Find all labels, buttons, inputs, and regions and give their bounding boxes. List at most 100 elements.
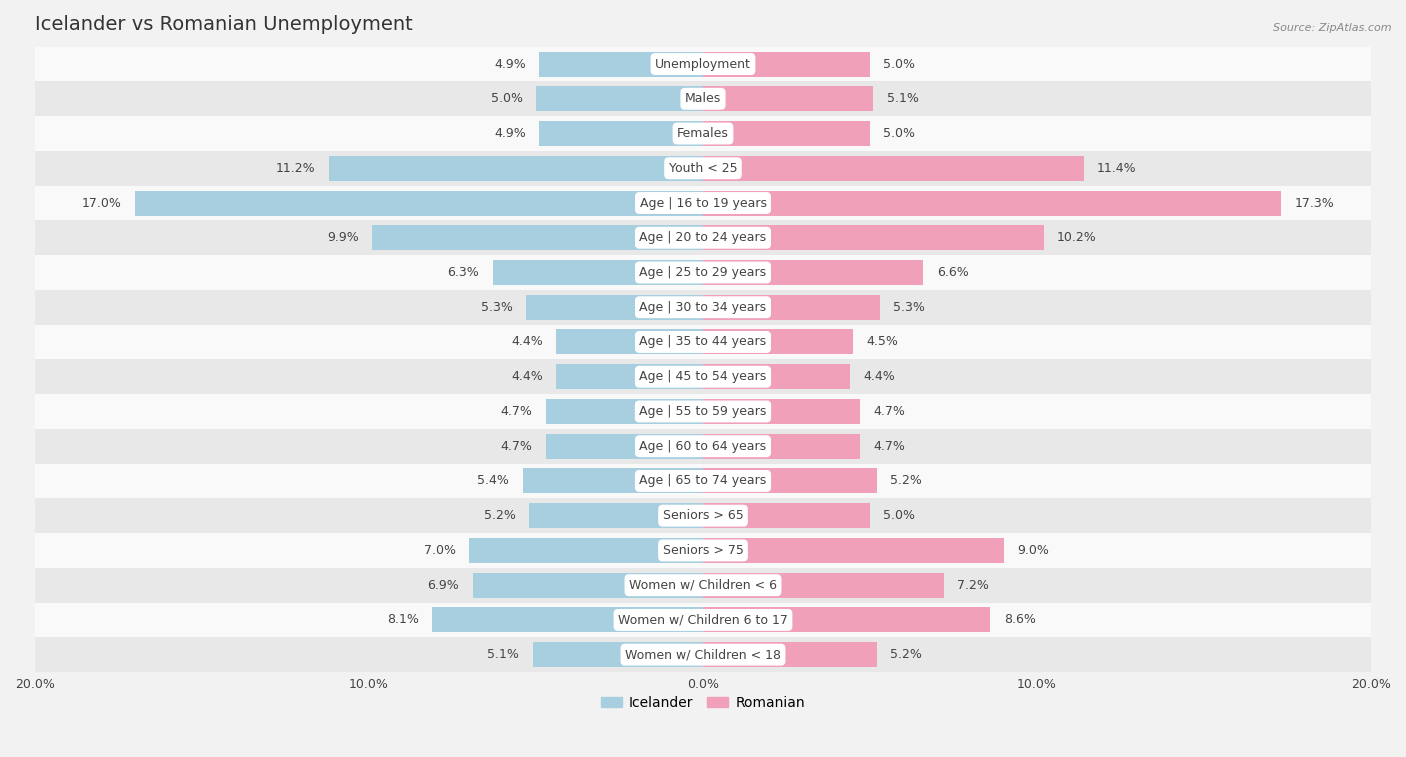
Text: Age | 25 to 29 years: Age | 25 to 29 years [640,266,766,279]
Text: 17.3%: 17.3% [1295,197,1334,210]
Bar [329,156,703,181]
Text: 6.3%: 6.3% [447,266,479,279]
Text: 8.1%: 8.1% [387,613,419,627]
Text: 9.0%: 9.0% [1017,544,1049,557]
Bar [35,255,1371,290]
Bar [526,294,703,319]
Text: Males: Males [685,92,721,105]
Text: 5.1%: 5.1% [887,92,918,105]
Text: Age | 30 to 34 years: Age | 30 to 34 years [640,301,766,313]
Text: 4.7%: 4.7% [873,440,905,453]
Bar [555,329,703,354]
Text: Age | 65 to 74 years: Age | 65 to 74 years [640,475,766,488]
Bar [35,325,1371,360]
Bar [703,121,870,146]
Bar [540,121,703,146]
Text: 5.2%: 5.2% [484,509,516,522]
Text: 4.7%: 4.7% [501,405,533,418]
Bar [703,329,853,354]
Text: Youth < 25: Youth < 25 [669,162,737,175]
Text: 17.0%: 17.0% [82,197,122,210]
Bar [703,156,1084,181]
Bar [135,191,703,216]
Text: Age | 16 to 19 years: Age | 16 to 19 years [640,197,766,210]
Text: 4.7%: 4.7% [873,405,905,418]
Bar [703,572,943,598]
Bar [529,503,703,528]
Text: Seniors > 65: Seniors > 65 [662,509,744,522]
Bar [703,469,877,494]
Legend: Icelander, Romanian: Icelander, Romanian [596,690,810,715]
Text: 8.6%: 8.6% [1004,613,1035,627]
Bar [546,399,703,424]
Bar [703,538,1004,563]
Text: 5.0%: 5.0% [883,58,915,70]
Bar [540,51,703,76]
Bar [35,498,1371,533]
Text: 6.6%: 6.6% [936,266,969,279]
Text: 4.4%: 4.4% [510,370,543,383]
Bar [703,86,873,111]
Bar [35,463,1371,498]
Bar [703,607,990,632]
Bar [35,360,1371,394]
Bar [35,394,1371,428]
Bar [35,603,1371,637]
Bar [35,116,1371,151]
Bar [523,469,703,494]
Text: Women w/ Children 6 to 17: Women w/ Children 6 to 17 [619,613,787,627]
Bar [536,86,703,111]
Text: Source: ZipAtlas.com: Source: ZipAtlas.com [1274,23,1392,33]
Text: 5.4%: 5.4% [478,475,509,488]
Text: 7.0%: 7.0% [423,544,456,557]
Bar [373,226,703,251]
Bar [35,151,1371,185]
Text: 5.1%: 5.1% [488,648,519,661]
Text: 11.4%: 11.4% [1097,162,1137,175]
Text: Age | 55 to 59 years: Age | 55 to 59 years [640,405,766,418]
Text: 5.0%: 5.0% [491,92,523,105]
Text: 4.9%: 4.9% [495,58,526,70]
Text: Unemployment: Unemployment [655,58,751,70]
Text: Icelander vs Romanian Unemployment: Icelander vs Romanian Unemployment [35,15,413,34]
Bar [703,294,880,319]
Text: Women w/ Children < 18: Women w/ Children < 18 [626,648,780,661]
Text: 6.9%: 6.9% [427,578,460,592]
Text: Women w/ Children < 6: Women w/ Children < 6 [628,578,778,592]
Bar [546,434,703,459]
Bar [35,428,1371,463]
Text: Age | 20 to 24 years: Age | 20 to 24 years [640,231,766,245]
Text: Seniors > 75: Seniors > 75 [662,544,744,557]
Bar [472,572,703,598]
Text: 4.4%: 4.4% [863,370,896,383]
Text: 11.2%: 11.2% [276,162,315,175]
Text: 5.2%: 5.2% [890,475,922,488]
Bar [703,642,877,667]
Bar [703,191,1281,216]
Text: 5.0%: 5.0% [883,127,915,140]
Bar [35,637,1371,672]
Bar [35,82,1371,116]
Text: 5.3%: 5.3% [481,301,513,313]
Bar [703,399,860,424]
Bar [433,607,703,632]
Bar [35,568,1371,603]
Text: 5.0%: 5.0% [883,509,915,522]
Text: Age | 45 to 54 years: Age | 45 to 54 years [640,370,766,383]
Bar [35,533,1371,568]
Bar [555,364,703,389]
Text: 4.4%: 4.4% [510,335,543,348]
Text: Females: Females [678,127,728,140]
Bar [35,185,1371,220]
Text: 4.9%: 4.9% [495,127,526,140]
Bar [703,503,870,528]
Bar [703,434,860,459]
Text: 7.2%: 7.2% [957,578,988,592]
Text: Age | 35 to 44 years: Age | 35 to 44 years [640,335,766,348]
Text: 5.2%: 5.2% [890,648,922,661]
Text: 4.7%: 4.7% [501,440,533,453]
Bar [492,260,703,285]
Text: 4.5%: 4.5% [866,335,898,348]
Bar [703,51,870,76]
Bar [533,642,703,667]
